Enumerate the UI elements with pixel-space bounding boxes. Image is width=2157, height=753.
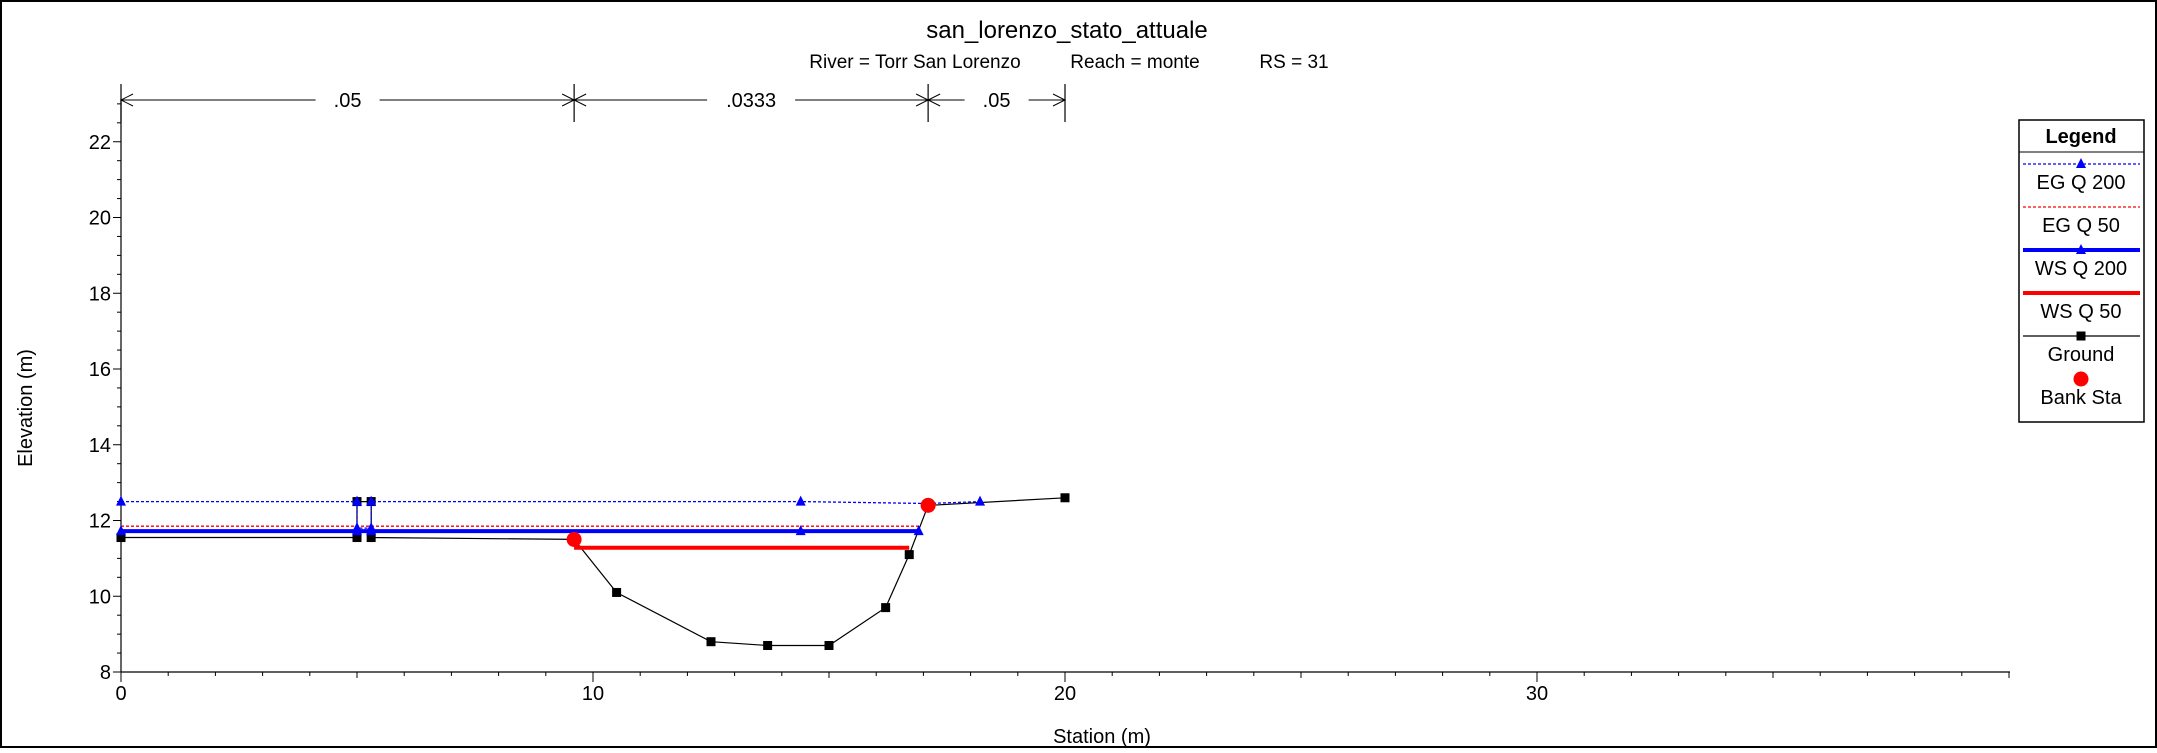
y-tick-label: 8 (100, 662, 111, 684)
y-tick-label: 12 (89, 511, 111, 533)
manning-n-label: .0333 (726, 90, 776, 112)
legend-label: WS Q 50 (2040, 301, 2121, 323)
marker-square (707, 637, 716, 646)
legend-label: WS Q 200 (2035, 258, 2127, 280)
x-tick-label: 20 (1054, 683, 1076, 705)
y-tick-label: 16 (89, 359, 111, 381)
legend-label: EG Q 200 (2037, 172, 2126, 194)
manning-n-label: .05 (334, 90, 362, 112)
marker-square (881, 603, 890, 612)
marker-circle (567, 532, 582, 547)
subtitle-rs: RS = 31 (1259, 52, 1328, 73)
marker-square (763, 641, 772, 650)
legend-label: EG Q 50 (2042, 215, 2120, 237)
legend-title: Legend (2045, 126, 2116, 148)
legend-label: Ground (2048, 344, 2115, 366)
subtitle-river: River = Torr San Lorenzo (809, 52, 1020, 73)
marker-circle (2074, 372, 2089, 387)
y-axis-label: Elevation (m) (15, 349, 37, 467)
y-tick-label: 14 (89, 435, 111, 457)
legend: Legend EG Q 200 EG Q 50 WS Q 200 WS Q 50 Gro… (2019, 120, 2144, 422)
x-tick-label: 0 (115, 683, 126, 705)
marker-square (612, 588, 621, 597)
marker-square (825, 641, 834, 650)
marker-square (2077, 332, 2086, 341)
manning-n-label: .05 (983, 90, 1011, 112)
x-axis-label: Station (m) (1053, 726, 1151, 748)
subtitle-reach: Reach = monte (1070, 52, 1199, 73)
chart-title: san_lorenzo_stato_attuale (926, 17, 1208, 44)
marker-square (1061, 493, 1070, 502)
x-tick-label: 10 (582, 683, 604, 705)
marker-square (905, 550, 914, 559)
legend-label: Bank Sta (2040, 387, 2122, 409)
x-tick-label: 30 (1526, 683, 1548, 705)
y-tick-label: 10 (89, 586, 111, 608)
y-tick-label: 22 (89, 132, 111, 154)
y-tick-label: 18 (89, 283, 111, 305)
y-tick-label: 20 (89, 208, 111, 230)
marker-circle (921, 498, 936, 513)
